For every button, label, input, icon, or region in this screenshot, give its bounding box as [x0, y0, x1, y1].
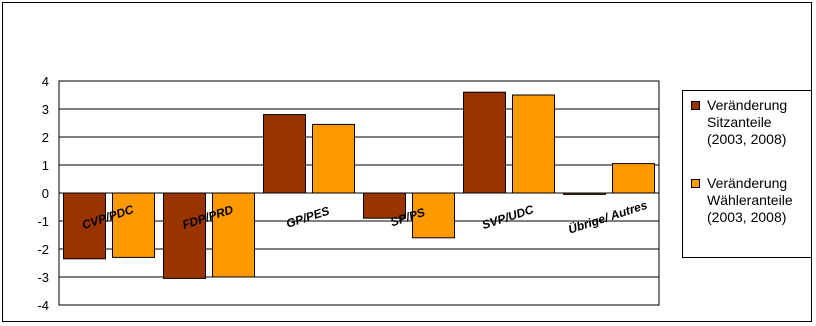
bar-waehleranteile — [512, 94, 555, 194]
y-tick-label: -4 — [37, 298, 49, 313]
bar-sitzanteile — [163, 192, 206, 279]
y-tick-label: 1 — [42, 158, 49, 173]
bar-sitzanteile — [63, 192, 106, 260]
y-tick-label: -3 — [37, 270, 49, 285]
legend-swatch-waehleranteile — [691, 179, 700, 188]
bar-sitzanteile — [563, 192, 606, 195]
y-tick-label: -2 — [37, 242, 49, 257]
bar-waehleranteile — [112, 192, 155, 258]
y-tick-label: 4 — [42, 74, 49, 89]
legend-label-waehleranteile: Veränderung Wähleranteile (2003, 2008) — [707, 175, 793, 225]
bar-sitzanteile — [463, 91, 506, 194]
bar-waehleranteile — [212, 192, 255, 278]
x-tick-label: SVP/UDC — [480, 202, 535, 232]
y-tick-label: 3 — [42, 102, 49, 117]
bar-sitzanteile — [263, 114, 306, 194]
y-tick-label: -1 — [37, 214, 49, 229]
x-tick-label: Übrige/ Autres — [566, 197, 649, 237]
bar-waehleranteile — [412, 192, 455, 239]
legend-label-sitzanteile: Veränderung Sitzanteile (2003, 2008) — [707, 97, 788, 147]
legend-swatch-sitzanteile — [691, 101, 700, 110]
chart-frame: 4 3 2 1 0 -1 -2 -3 -4 CVP/PDC FDP/PRD GP/PES SP/PS SV… — [2, 2, 812, 322]
bar-waehleranteile — [312, 123, 355, 194]
bar-waehleranteile — [612, 163, 655, 194]
y-tick-label: 2 — [42, 130, 49, 145]
y-tick-label: 0 — [42, 186, 49, 201]
legend: Veränderung Sitzanteile (2003, 2008) Ver… — [682, 90, 811, 258]
bar-sitzanteile — [363, 192, 406, 219]
plot-area-border — [58, 80, 660, 306]
x-tick-label: GP/PES — [284, 204, 331, 231]
